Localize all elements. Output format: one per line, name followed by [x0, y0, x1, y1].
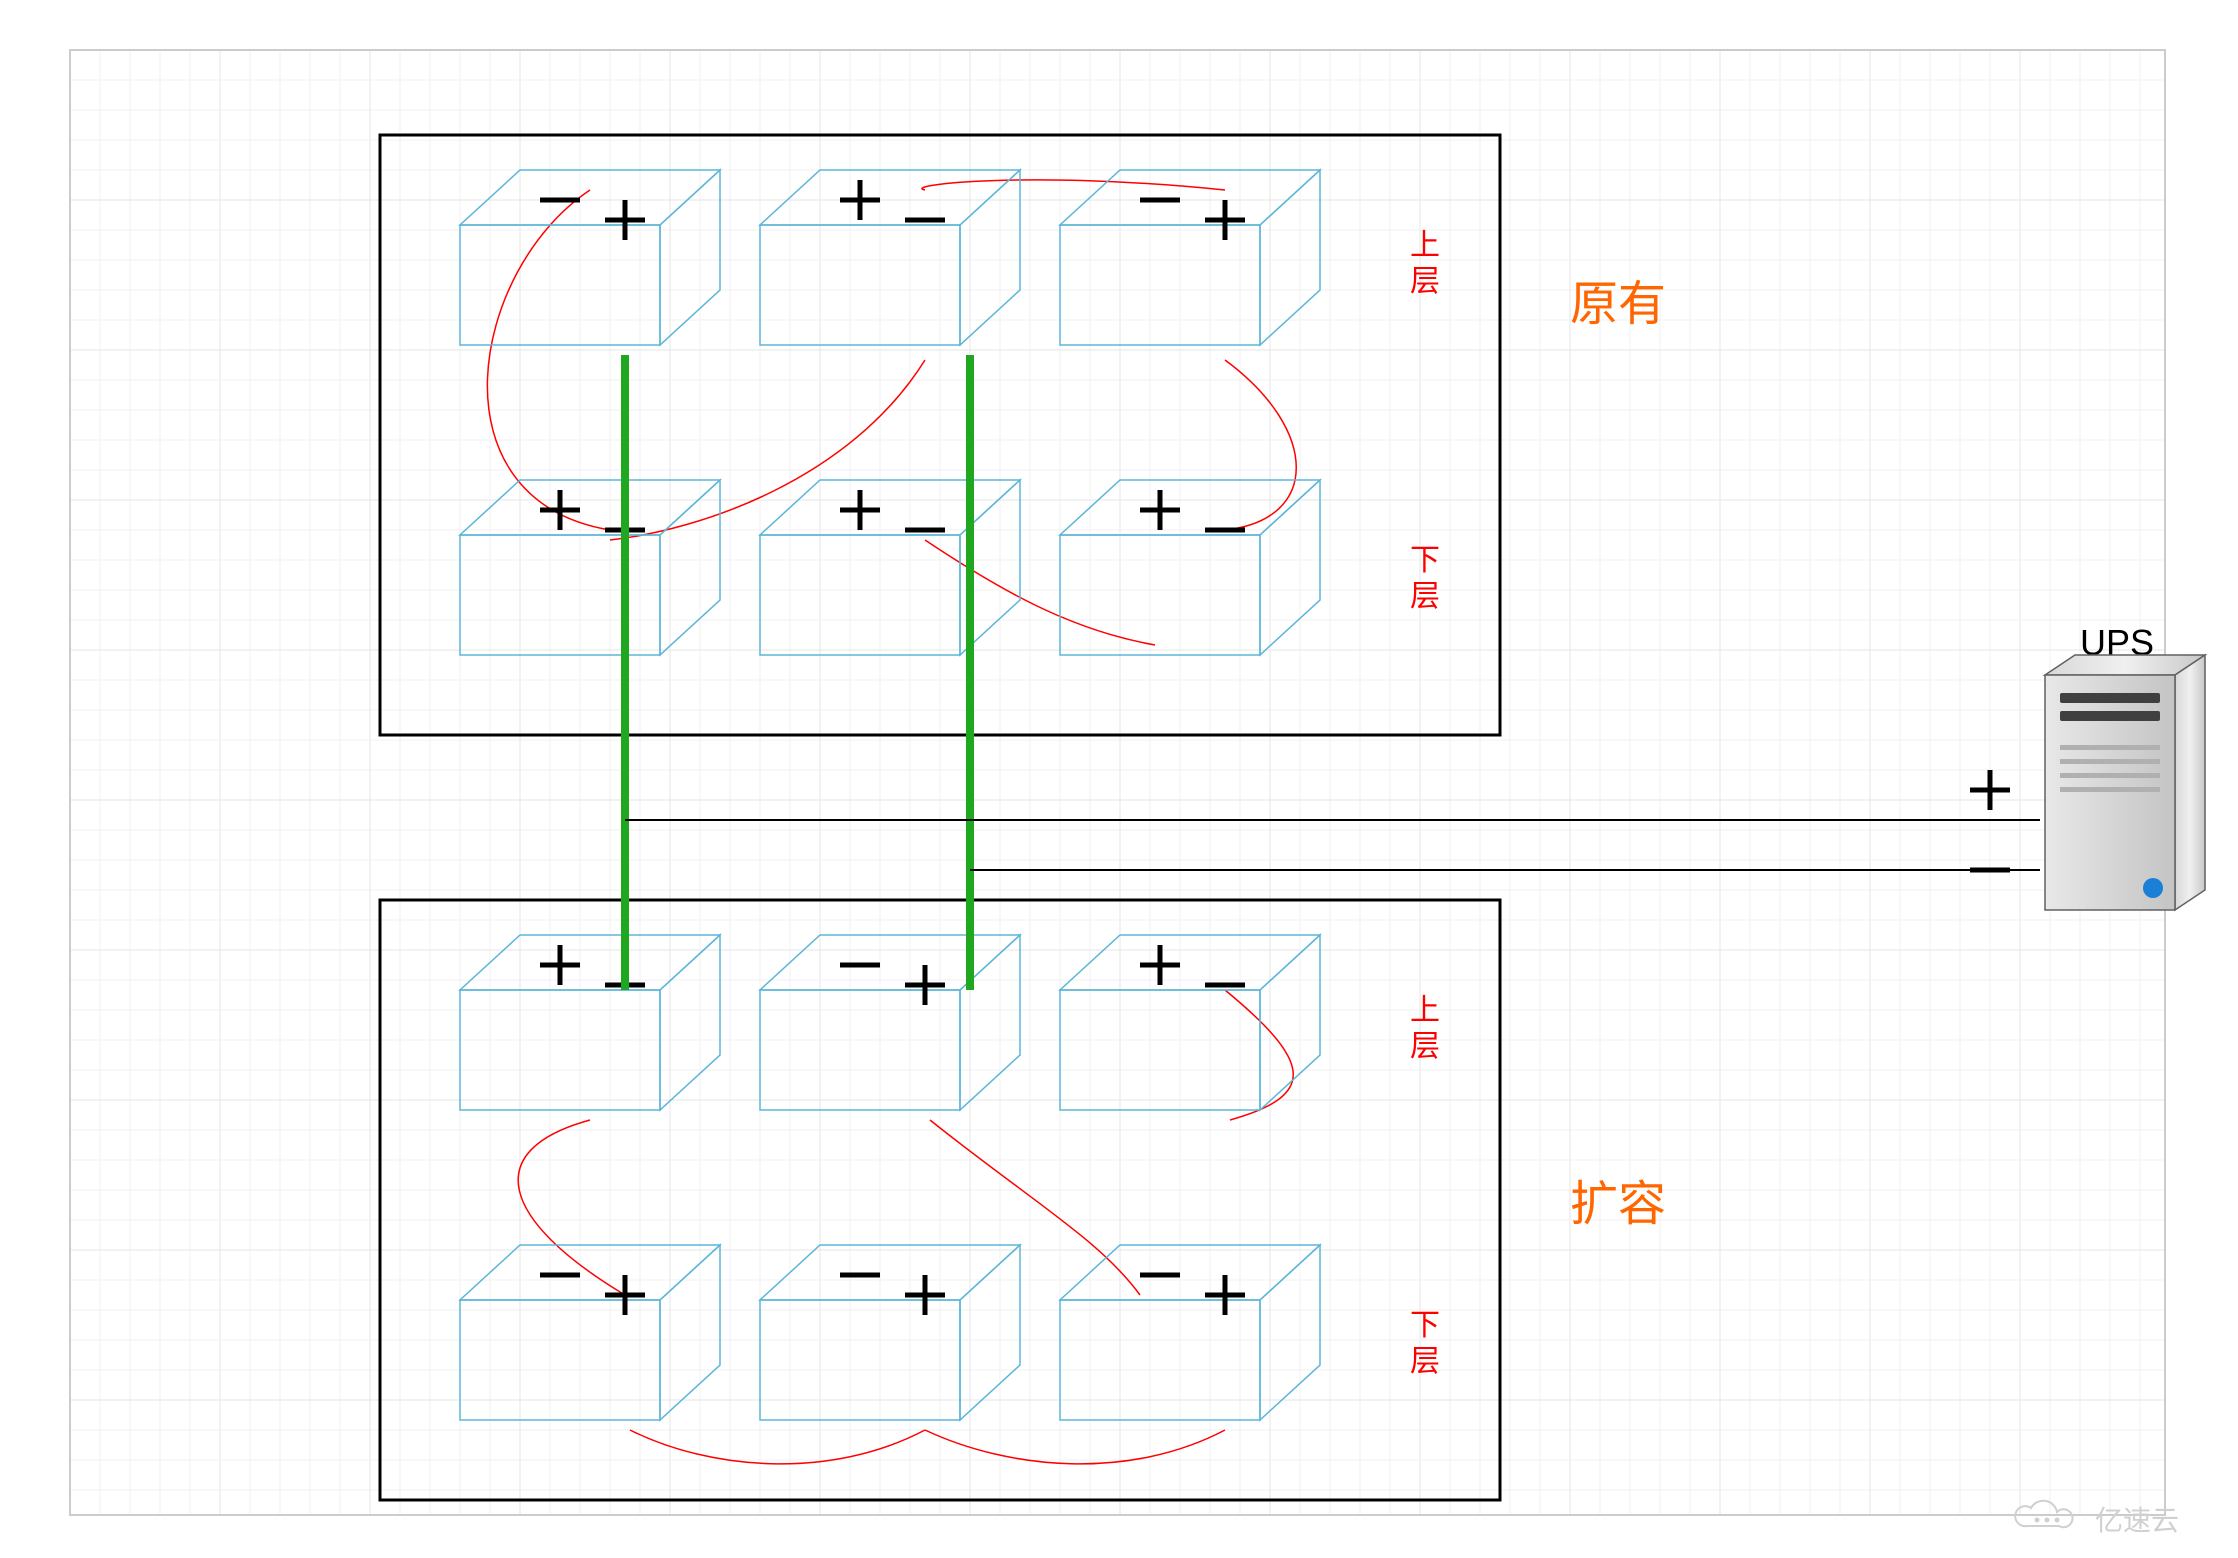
battery-t5 — [760, 480, 1020, 655]
black-wires — [625, 820, 2040, 870]
battery-t1 — [460, 170, 720, 345]
label-top-lower: 下层 — [1410, 544, 1440, 613]
green-wires — [625, 355, 970, 990]
battery-t3 — [1060, 170, 1320, 345]
battery-t2 — [760, 170, 1020, 345]
label-bot-upper: 上层 — [1410, 994, 1440, 1063]
label-top-upper: 上层 — [1410, 229, 1440, 298]
battery-t6 — [1060, 480, 1320, 655]
batteries — [460, 170, 1320, 1420]
battery-b2 — [760, 935, 1020, 1110]
label-bot-lower: 下层 — [1410, 1309, 1440, 1378]
watermark: 亿速云 — [2015, 1501, 2179, 1536]
battery-b4 — [460, 1245, 720, 1420]
watermark-text: 亿速云 — [2095, 1505, 2179, 1536]
battery-b3 — [1060, 935, 1320, 1110]
labels: 上层下层上层下层原有扩容UPS — [1410, 229, 2154, 1378]
label-original: 原有 — [1570, 278, 1666, 331]
ups-device — [1970, 655, 2205, 910]
battery-b6 — [1060, 1245, 1320, 1420]
battery-b1 — [460, 935, 720, 1110]
label-expand: 扩容 — [1570, 1178, 1666, 1231]
battery-b5 — [760, 1245, 1020, 1420]
battery-t4 — [460, 480, 720, 655]
